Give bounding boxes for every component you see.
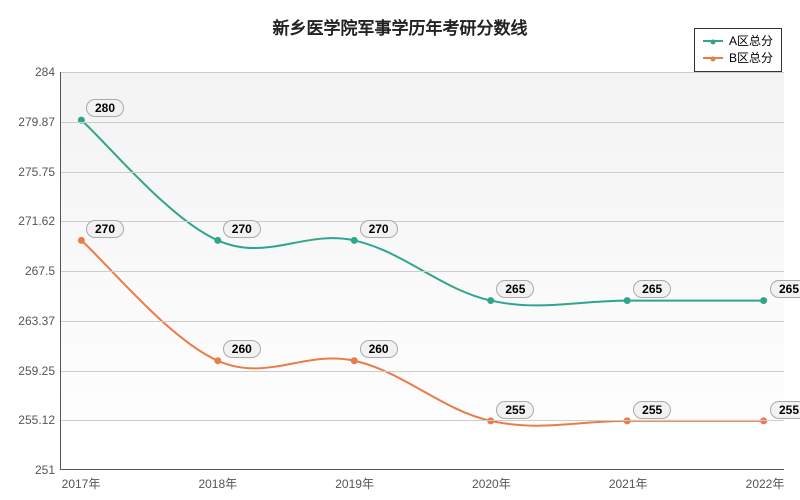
legend-swatch-a bbox=[703, 40, 723, 42]
series-line bbox=[81, 240, 763, 425]
x-tick-label: 2018年 bbox=[198, 469, 237, 492]
series-marker bbox=[624, 297, 631, 304]
x-tick-label: 2022年 bbox=[746, 469, 785, 492]
legend-swatch-b bbox=[703, 57, 723, 59]
gridline bbox=[61, 221, 784, 222]
y-tick-label: 251 bbox=[35, 463, 61, 477]
legend: A区总分 B区总分 bbox=[694, 28, 782, 72]
y-tick-label: 271.62 bbox=[18, 214, 61, 228]
data-label: 270 bbox=[223, 220, 261, 238]
data-label: 270 bbox=[86, 220, 124, 238]
series-marker bbox=[78, 237, 85, 244]
data-label: 265 bbox=[770, 280, 800, 298]
gridline bbox=[61, 321, 784, 322]
series-marker bbox=[351, 357, 358, 364]
data-label: 265 bbox=[633, 280, 671, 298]
plot-area: 251255.12259.25263.37267.5271.62275.7527… bbox=[60, 72, 784, 470]
data-label: 260 bbox=[360, 340, 398, 358]
gridline bbox=[61, 420, 784, 421]
legend-label-a: A区总分 bbox=[729, 33, 773, 50]
y-tick-label: 259.25 bbox=[18, 364, 61, 378]
y-tick-label: 255.12 bbox=[18, 413, 61, 427]
chart-container: 新乡医学院军事学历年考研分数线 A区总分 B区总分 251255.12259.2… bbox=[0, 0, 800, 500]
legend-item-b: B区总分 bbox=[703, 50, 773, 67]
series-marker bbox=[214, 237, 221, 244]
data-label: 255 bbox=[496, 401, 534, 419]
series-marker bbox=[760, 297, 767, 304]
gridline bbox=[61, 72, 784, 73]
y-tick-label: 284 bbox=[35, 65, 61, 79]
gridline bbox=[61, 122, 784, 123]
data-label: 265 bbox=[496, 280, 534, 298]
series-marker bbox=[351, 237, 358, 244]
gridline bbox=[61, 271, 784, 272]
x-tick-label: 2019年 bbox=[335, 469, 374, 492]
gridline bbox=[61, 371, 784, 372]
series-line bbox=[81, 120, 763, 305]
gridline bbox=[61, 172, 784, 173]
data-label: 260 bbox=[223, 340, 261, 358]
series-marker bbox=[214, 357, 221, 364]
x-tick-label: 2017年 bbox=[62, 469, 101, 492]
x-tick-label: 2021年 bbox=[609, 469, 648, 492]
y-tick-label: 279.87 bbox=[18, 115, 61, 129]
legend-label-b: B区总分 bbox=[729, 50, 773, 67]
y-tick-label: 275.75 bbox=[18, 165, 61, 179]
x-tick-label: 2020年 bbox=[472, 469, 511, 492]
legend-item-a: A区总分 bbox=[703, 33, 773, 50]
data-label: 255 bbox=[770, 401, 800, 419]
chart-title: 新乡医学院军事学历年考研分数线 bbox=[0, 14, 800, 39]
data-label: 280 bbox=[86, 99, 124, 117]
y-tick-label: 263.37 bbox=[18, 314, 61, 328]
data-label: 255 bbox=[633, 401, 671, 419]
y-tick-label: 267.5 bbox=[25, 264, 61, 278]
series-marker bbox=[487, 297, 494, 304]
data-label: 270 bbox=[360, 220, 398, 238]
